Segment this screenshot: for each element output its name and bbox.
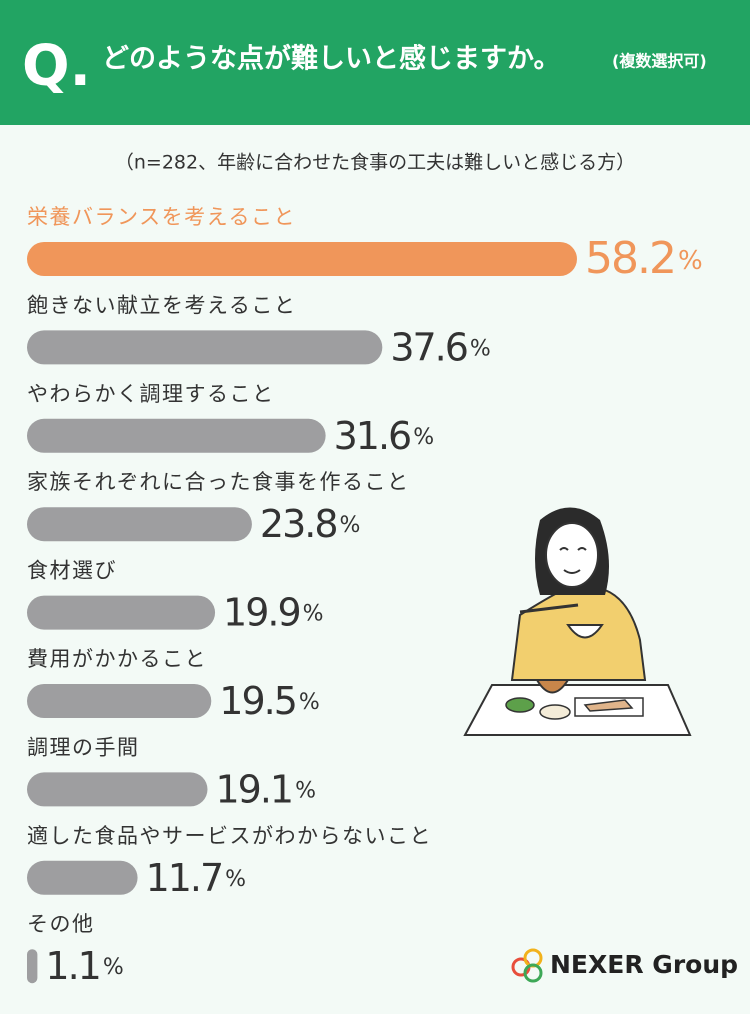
value-number: 19.9 <box>223 590 300 634</box>
value-unit: % <box>103 955 123 980</box>
value-label: 19.1% <box>215 767 315 811</box>
category-label: 適した食品やサービスがわからないこと <box>27 824 432 848</box>
value-number: 58.2 <box>585 233 675 284</box>
category-label: 費用がかかること <box>27 647 207 671</box>
subtitle: （n=282、年齢に合わせた食事の工夫は難しいと感じる方） <box>115 152 635 174</box>
category-label: 家族それぞれに合った食事を作ること <box>27 470 410 494</box>
value-unit: % <box>413 425 433 450</box>
bar <box>27 949 38 984</box>
value-label: 1.1% <box>45 944 122 988</box>
bar <box>27 684 212 718</box>
bar <box>27 330 383 365</box>
bar <box>27 860 138 895</box>
value-number: 23.8 <box>260 502 337 546</box>
value-label: 58.2% <box>585 233 702 284</box>
value-number: 11.7 <box>146 855 223 899</box>
question: どのような点が難しいと感じますか。 <box>102 43 560 75</box>
question-note: (複数選択可) <box>612 52 707 71</box>
value-unit: % <box>470 336 490 361</box>
category-label: やわらかく調理すること <box>27 382 275 406</box>
value-label: 37.6% <box>390 325 490 369</box>
value-number: 37.6 <box>390 325 467 369</box>
bar <box>27 595 216 630</box>
category-label: 調理の手間 <box>27 735 140 759</box>
value-unit: % <box>299 690 319 715</box>
logo-icon <box>511 948 543 983</box>
bar <box>27 418 326 453</box>
category-label: 栄養バランスを考えること <box>27 205 296 229</box>
bar <box>27 772 208 807</box>
value-label: 23.8% <box>260 502 360 546</box>
value-label: 31.6% <box>334 413 434 457</box>
bar <box>27 507 252 542</box>
value-number: 19.5 <box>219 679 296 723</box>
value-number: 1.1 <box>45 944 99 988</box>
value-number: 31.6 <box>334 413 411 457</box>
value-label: 19.5% <box>219 679 319 723</box>
value-unit: % <box>340 513 360 538</box>
value-unit: % <box>303 602 323 627</box>
value-unit: % <box>678 246 702 276</box>
category-label: 食材選び <box>27 559 117 583</box>
value-unit: % <box>225 867 245 892</box>
value-label: 19.9% <box>223 590 323 634</box>
category-label: 飽きない献立を考えること <box>27 293 296 317</box>
illustration <box>463 507 692 736</box>
value-unit: % <box>295 778 315 803</box>
bar <box>27 242 577 276</box>
logo-text: NEXER Group <box>550 950 738 979</box>
q-mark: Q. <box>22 34 91 99</box>
category-label: その他 <box>27 912 95 936</box>
header-band <box>0 0 750 125</box>
value-label: 11.7% <box>146 855 246 899</box>
value-number: 19.1 <box>215 767 292 811</box>
